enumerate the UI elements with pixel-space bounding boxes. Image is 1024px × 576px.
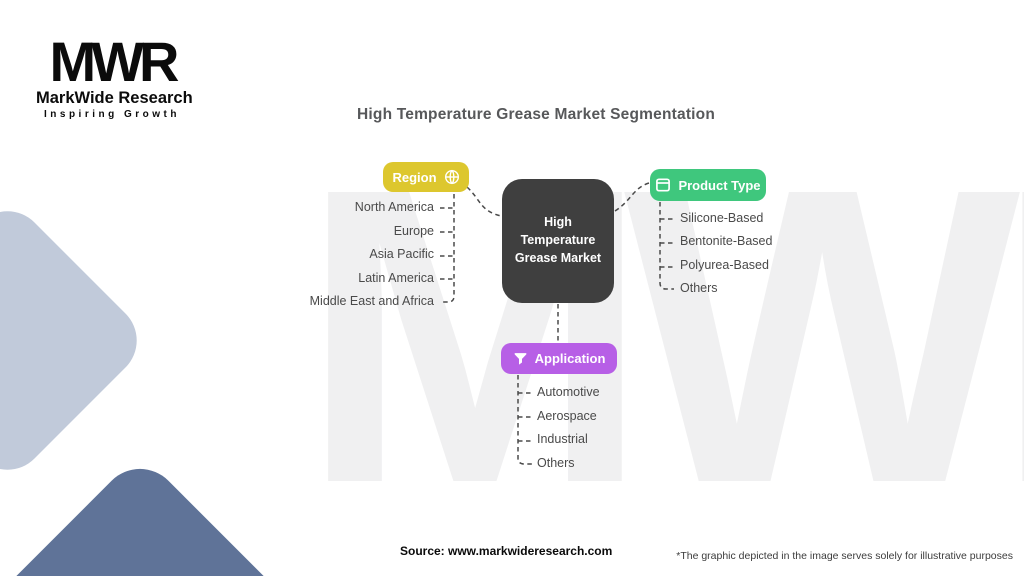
application-badge-label: Application <box>534 351 606 366</box>
logo-company-name: MarkWide Research <box>36 89 193 107</box>
disclaimer-note: *The graphic depicted in the image serve… <box>676 550 1013 562</box>
product-type-item-label: Others <box>680 281 718 296</box>
source-note: Source: www.markwideresearch.com <box>400 544 613 558</box>
region-item-label: Middle East and Africa <box>309 294 434 308</box>
center-node-label: High Temperature Grease Market <box>514 215 602 265</box>
application-item-label: Automotive <box>537 385 600 399</box>
markwide-research-logo: MWR MarkWide Research Inspiring Growth <box>36 30 193 121</box>
application-item-label: Others <box>537 456 575 471</box>
application-item-label: Aerospace <box>537 408 597 423</box>
decorative-diamond-dark <box>0 452 303 576</box>
window-icon <box>655 177 671 193</box>
application-item-label: Industrial <box>537 432 588 447</box>
logo-monogram: MWR <box>49 30 180 93</box>
region-item-label: Latin America <box>358 270 434 285</box>
funnel-icon <box>513 351 528 366</box>
region-item-label: Asia Pacific <box>369 247 434 261</box>
globe-icon <box>444 169 460 185</box>
application-items: Automotive Aerospace Industrial Others <box>537 381 600 476</box>
logo-tagline: Inspiring Growth <box>44 109 180 120</box>
region-items: North America Europe Asia Pacific Latin … <box>234 196 434 314</box>
region-item-label: North America <box>354 200 434 214</box>
product-type-items: Silicone-Based Bentonite-Based Polyurea-… <box>680 207 772 300</box>
decorative-diamond-light <box>0 195 153 486</box>
product-type-badge-label: Product Type <box>678 177 761 193</box>
application-badge: Application <box>501 343 617 374</box>
product-type-item-label: Silicone-Based <box>680 211 764 225</box>
region-badge-label: Region <box>392 169 437 185</box>
product-type-item-label: Bentonite-Based <box>680 234 773 249</box>
center-node: High Temperature Grease Market <box>502 179 614 303</box>
page-title: High Temperature Grease Market Segmentat… <box>357 106 716 123</box>
region-item-label: Europe <box>393 223 434 238</box>
product-type-badge: Product Type <box>650 169 766 201</box>
product-type-item-label: Polyurea-Based <box>680 257 769 272</box>
region-badge: Region <box>383 162 469 192</box>
